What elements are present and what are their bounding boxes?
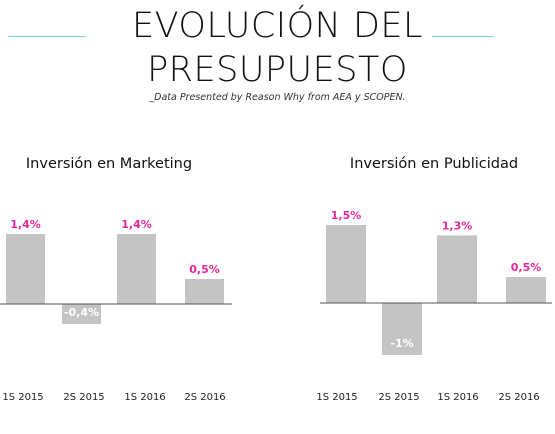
bar-publicidad-4 — [506, 277, 546, 303]
bar-marketing-4 — [185, 279, 224, 304]
decorative-line-left — [8, 36, 86, 37]
tick-label-marketing-1: 1S 2015 — [2, 392, 43, 403]
bar-marketing-3 — [117, 234, 156, 304]
bar-publicidad-2 — [382, 303, 422, 355]
tick-label-marketing-3: 1S 2016 — [124, 392, 165, 403]
chart-publicidad: 1,5% 1S 2015 -1% 2S 2015 1,3% 1S 2016 0,5% 2S 2… — [316, 209, 552, 403]
chart-title-publicidad: Inversión en Publicidad — [349, 156, 519, 172]
bar-marketing-2 — [62, 304, 101, 324]
decorative-line-right — [432, 36, 494, 37]
page-title-line1: EVOLUCIÓN DEL — [131, 6, 424, 46]
bar-marketing-1 — [6, 234, 45, 304]
page-title: EVOLUCIÓN DEL PRESUPUESTO — [0, 4, 555, 92]
data-label-publicidad-1: 1,5% — [331, 209, 362, 222]
page-subtitle: _Data Presented by Reason Why from AEA y… — [149, 92, 406, 103]
tick-label-publicidad-1: 1S 2015 — [316, 392, 357, 403]
data-label-marketing-4: 0,5% — [189, 263, 220, 276]
page-title-line2: PRESUPUESTO — [147, 50, 408, 90]
data-label-marketing-1: 1,4% — [10, 218, 41, 231]
data-label-marketing-2: -0,4% — [64, 306, 99, 319]
bar-publicidad-1 — [326, 225, 366, 303]
bar-publicidad-3 — [437, 235, 477, 303]
tick-label-marketing-4: 2S 2016 — [184, 392, 225, 403]
data-label-publicidad-3: 1,3% — [442, 219, 473, 232]
tick-label-publicidad-3: 1S 2016 — [437, 392, 478, 403]
tick-label-publicidad-4: 2S 2016 — [498, 392, 539, 403]
data-label-publicidad-4: 0,5% — [511, 261, 542, 274]
chart-marketing: 1,4% 1S 2015 -0,4% 2S 2015 1,4% 1S 2016 0,5% 2S… — [0, 218, 232, 403]
data-label-publicidad-2: -1% — [390, 337, 413, 350]
data-label-marketing-3: 1,4% — [121, 218, 152, 231]
tick-label-publicidad-2: 2S 2015 — [378, 392, 419, 403]
tick-label-marketing-2: 2S 2015 — [63, 392, 104, 403]
chart-title-marketing: Inversión en Marketing — [25, 156, 193, 172]
